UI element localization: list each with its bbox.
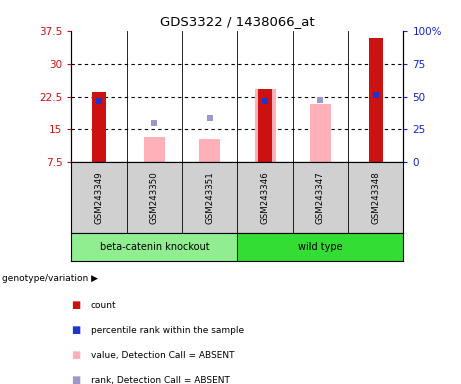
Text: wild type: wild type — [298, 242, 343, 252]
Text: GSM243346: GSM243346 — [260, 171, 270, 224]
Title: GDS3322 / 1438066_at: GDS3322 / 1438066_at — [160, 15, 315, 28]
Text: ■: ■ — [71, 375, 81, 384]
Text: ■: ■ — [71, 300, 81, 310]
Bar — [258, 89, 272, 162]
Text: GSM243349: GSM243349 — [95, 171, 104, 224]
Text: GSM243347: GSM243347 — [316, 171, 325, 224]
Bar — [92, 92, 106, 162]
Text: ■: ■ — [71, 350, 81, 360]
Bar — [254, 89, 276, 162]
Text: GSM243348: GSM243348 — [371, 171, 380, 224]
Bar — [199, 139, 220, 162]
Text: value, Detection Call = ABSENT: value, Detection Call = ABSENT — [91, 351, 234, 360]
Bar — [310, 104, 331, 162]
Bar — [369, 38, 383, 162]
Text: beta-catenin knockout: beta-catenin knockout — [100, 242, 209, 252]
Bar — [144, 137, 165, 162]
Text: rank, Detection Call = ABSENT: rank, Detection Call = ABSENT — [91, 376, 230, 384]
Text: GSM243351: GSM243351 — [205, 171, 214, 224]
Text: ■: ■ — [71, 325, 81, 335]
Text: count: count — [91, 301, 117, 310]
Text: genotype/variation ▶: genotype/variation ▶ — [2, 274, 98, 283]
Text: percentile rank within the sample: percentile rank within the sample — [91, 326, 244, 335]
Text: GSM243350: GSM243350 — [150, 171, 159, 224]
